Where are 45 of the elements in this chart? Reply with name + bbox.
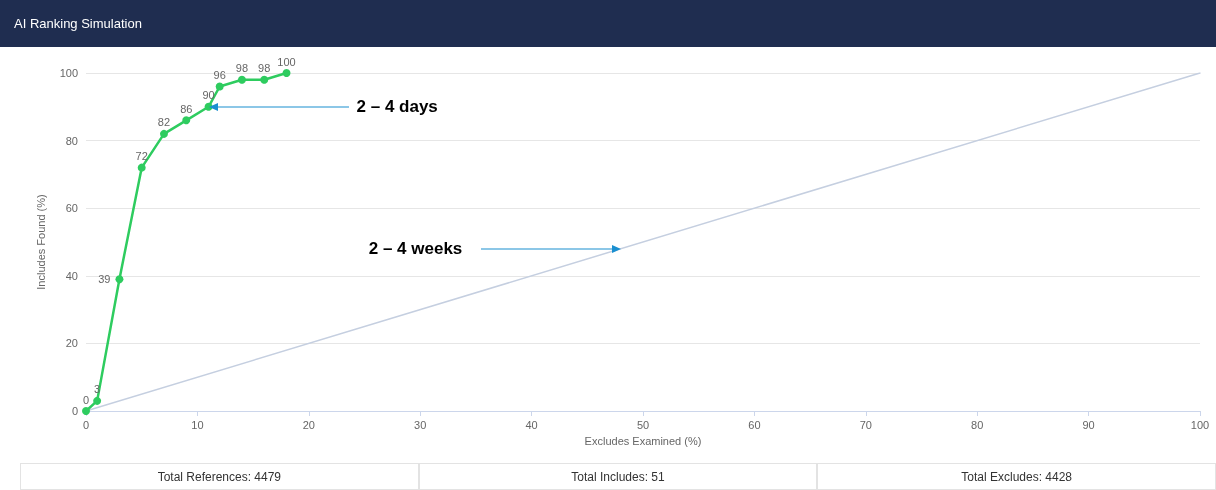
point [82,407,90,415]
data-label: 82 [157,116,171,129]
y-axis-title: Includes Found (%) [34,194,47,290]
x-tick-label: 90 [1082,418,1095,431]
x-tick-label: 70 [859,418,872,431]
x-tick-label: 100 [1190,418,1210,431]
x-tick-label: 50 [636,418,650,431]
point [182,116,191,125]
text: Total References: 4479 [20,463,419,490]
data-label: 98 [258,62,271,75]
x-tick-label: 60 [748,418,761,431]
x-tick-label: 10 [191,418,204,431]
y-tick-label: 80 [65,134,78,147]
data-label: 86 [180,102,193,115]
annotation: 2 – 4 days [356,96,438,117]
data-label: 90 [202,89,215,102]
point [159,129,168,138]
data-label: 100 [277,55,296,68]
chart-title: AI Ranking Simulation [0,0,1216,47]
point [137,163,146,172]
x-tick-label: 30 [414,418,427,431]
y-tick-label: 20 [65,337,78,350]
y-tick-label: 40 [65,269,78,282]
data-label: 72 [135,150,148,163]
data-label: 98 [235,62,249,75]
annotation: 2 – 4 weeks [368,238,463,259]
data-label: 0 [82,393,90,406]
text: Total Includes: 51 [418,463,818,490]
point [237,75,246,84]
y-tick-label: 60 [65,202,78,215]
point [282,69,291,77]
x-tick-label: 40 [525,418,538,431]
x-axis-title: Excludes Examined (%) [584,434,702,447]
point [260,75,269,84]
data-label: 39 [98,273,111,286]
x-tick-label: 0 [82,418,90,431]
y-tick-label: 0 [71,405,78,417]
text: Total Excludes: 4428 [817,463,1216,490]
y-tick-label: 100 [59,67,78,79]
point [215,82,224,91]
data-label: 96 [213,69,226,82]
x-tick-label: 20 [302,418,315,431]
x-tick-label: 80 [971,418,984,431]
point [93,396,102,405]
point [115,275,124,284]
